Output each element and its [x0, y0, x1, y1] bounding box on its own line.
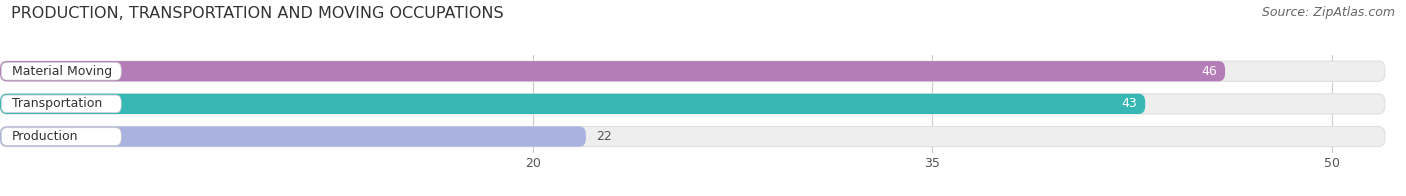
Text: 43: 43	[1122, 97, 1137, 110]
FancyBboxPatch shape	[0, 61, 1225, 81]
Text: Source: ZipAtlas.com: Source: ZipAtlas.com	[1261, 6, 1395, 19]
Text: Material Moving: Material Moving	[13, 65, 112, 78]
FancyBboxPatch shape	[1, 62, 121, 80]
Text: Transportation: Transportation	[13, 97, 103, 110]
Text: 46: 46	[1201, 65, 1218, 78]
FancyBboxPatch shape	[0, 126, 1385, 147]
FancyBboxPatch shape	[1, 95, 121, 113]
FancyBboxPatch shape	[1, 128, 121, 145]
FancyBboxPatch shape	[0, 94, 1146, 114]
Text: PRODUCTION, TRANSPORTATION AND MOVING OCCUPATIONS: PRODUCTION, TRANSPORTATION AND MOVING OC…	[11, 6, 503, 21]
Text: Production: Production	[13, 130, 79, 143]
FancyBboxPatch shape	[0, 61, 1385, 81]
Text: 22: 22	[596, 130, 613, 143]
FancyBboxPatch shape	[0, 94, 1385, 114]
FancyBboxPatch shape	[0, 126, 586, 147]
